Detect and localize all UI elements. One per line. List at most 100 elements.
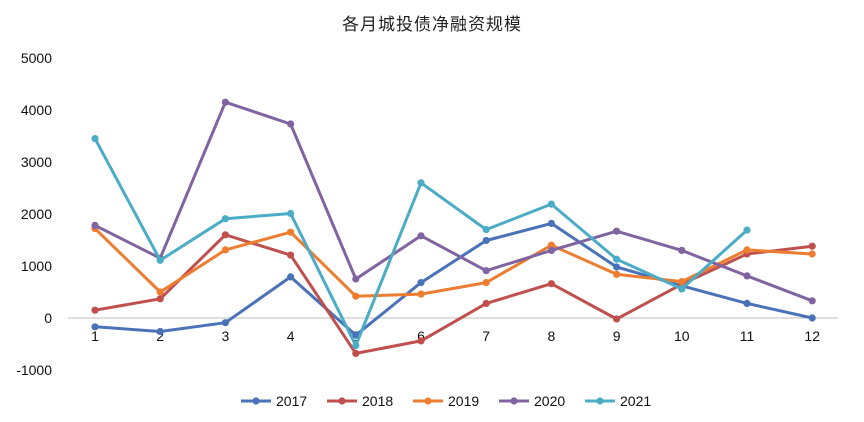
data-point <box>743 299 751 307</box>
data-point <box>156 295 164 303</box>
data-point <box>221 319 229 327</box>
legend-item-2021: 2021 <box>585 393 651 409</box>
data-point <box>221 231 229 239</box>
data-point <box>482 279 490 287</box>
data-point <box>743 226 751 234</box>
data-point <box>417 337 425 345</box>
legend-swatch-marker <box>338 397 346 405</box>
data-point <box>482 236 490 245</box>
data-point <box>221 98 229 106</box>
x-tick-label: 9 <box>613 328 621 344</box>
legend-swatch-marker <box>424 397 432 405</box>
data-point <box>613 255 621 263</box>
data-point <box>156 256 164 264</box>
data-point <box>613 315 621 323</box>
y-axis-ticks: 5000 4000 3000 2000 1000 0 -1000 <box>16 50 52 378</box>
x-tick-label: 6 <box>417 328 425 344</box>
data-point <box>678 278 686 286</box>
y-tick-label: 2000 <box>21 206 52 222</box>
data-point <box>482 267 490 275</box>
data-point <box>417 279 425 287</box>
data-point <box>482 226 490 234</box>
data-point <box>91 135 99 143</box>
x-tick-label: 11 <box>740 328 755 344</box>
legend-item-2019: 2019 <box>413 393 479 409</box>
legend-swatch-marker <box>596 397 604 405</box>
legend-swatch-marker <box>510 397 518 405</box>
legend-label: 2021 <box>620 393 651 409</box>
data-point <box>287 273 295 281</box>
legend: 2017 2018 2019 2020 2021 <box>241 393 651 409</box>
data-point <box>91 323 99 331</box>
x-tick-label: 7 <box>482 328 490 344</box>
legend-label: 2020 <box>534 393 565 409</box>
data-point <box>287 209 295 218</box>
series-line-2019 <box>93 227 814 298</box>
data-point <box>287 228 295 236</box>
data-point <box>678 246 686 254</box>
y-tick-label: 3000 <box>21 154 52 170</box>
data-point <box>287 120 295 128</box>
data-point <box>547 200 556 208</box>
y-tick-label: -1000 <box>16 362 52 378</box>
x-tick-label: 10 <box>674 328 690 344</box>
data-point <box>808 297 816 305</box>
data-point <box>221 246 229 254</box>
data-point <box>547 246 556 254</box>
data-point <box>156 327 164 336</box>
data-point <box>352 292 360 300</box>
data-point <box>613 263 621 271</box>
data-point <box>482 299 490 307</box>
y-tick-label: 4000 <box>21 102 52 118</box>
data-point <box>91 221 99 229</box>
x-tick-label: 1 <box>91 328 99 344</box>
series-2021 <box>91 135 751 350</box>
x-tick-label: 3 <box>222 328 230 344</box>
legend-label: 2018 <box>362 393 393 409</box>
series-2017 <box>91 219 816 339</box>
data-point <box>808 314 816 322</box>
x-tick-label: 2 <box>156 328 164 344</box>
legend-label: 2017 <box>276 393 307 409</box>
data-point <box>808 250 816 258</box>
data-point <box>352 349 360 357</box>
data-point <box>352 342 360 350</box>
legend-item-2020: 2020 <box>499 393 565 409</box>
data-point <box>417 290 425 298</box>
chart-title: 各月城投债净融资规模 <box>342 15 522 35</box>
x-tick-label: 12 <box>804 328 820 344</box>
data-point <box>678 285 686 293</box>
data-point <box>613 270 621 278</box>
data-point <box>221 215 229 223</box>
series-line-2017 <box>93 221 814 337</box>
series-line-2020 <box>93 100 814 303</box>
data-point <box>352 275 360 283</box>
legend-item-2018: 2018 <box>327 393 393 409</box>
data-point <box>156 288 164 296</box>
data-point <box>613 227 621 235</box>
data-point <box>547 280 556 288</box>
legend-swatch-marker <box>252 397 260 405</box>
y-tick-label: 1000 <box>21 258 52 274</box>
data-point <box>417 179 425 187</box>
data-point <box>743 272 751 280</box>
data-point <box>547 219 556 227</box>
data-point <box>91 306 99 314</box>
data-point <box>352 331 360 339</box>
data-point <box>287 251 295 259</box>
series-group <box>91 98 816 357</box>
data-point <box>808 242 816 250</box>
series-2019 <box>91 225 816 300</box>
x-axis-ticks: 123456789101112 <box>91 328 820 344</box>
data-point <box>417 232 425 240</box>
y-tick-label: 5000 <box>21 50 52 66</box>
y-tick-label: 0 <box>44 310 52 326</box>
legend-item-2017: 2017 <box>241 393 307 409</box>
x-tick-label: 4 <box>287 328 295 344</box>
legend-label: 2019 <box>448 393 479 409</box>
x-tick-label: 8 <box>548 328 556 344</box>
data-point <box>547 241 556 249</box>
data-point <box>743 246 751 254</box>
